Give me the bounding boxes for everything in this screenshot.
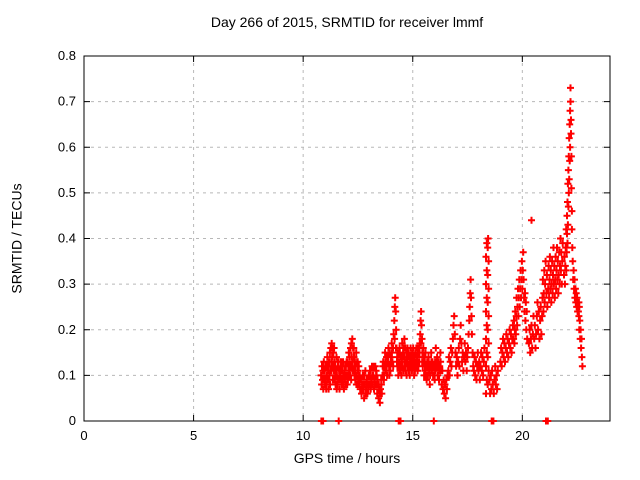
x-tick-label: 20 [515,428,529,443]
chart-title: Day 266 of 2015, SRMTID for receiver lmm… [210,14,484,30]
x-axis-label: GPS time / hours [293,450,401,466]
y-tick-label: 0.8 [58,48,76,63]
y-tick-label: 0.2 [58,322,76,337]
y-tick-label: 0 [69,413,76,428]
y-tick-label: 0.6 [58,139,76,154]
y-tick-label: 0.4 [58,231,76,246]
y-tick-label: 0.5 [58,185,76,200]
x-tick-label: 0 [80,428,87,443]
x-tick-label: 15 [406,428,420,443]
data-points [317,84,586,425]
y-tick-label: 0.7 [58,94,76,109]
y-tick-label: 0.3 [58,276,76,291]
x-tick-label: 5 [190,428,197,443]
y-tick-label: 0.1 [58,367,76,382]
x-tick-label: 10 [296,428,310,443]
